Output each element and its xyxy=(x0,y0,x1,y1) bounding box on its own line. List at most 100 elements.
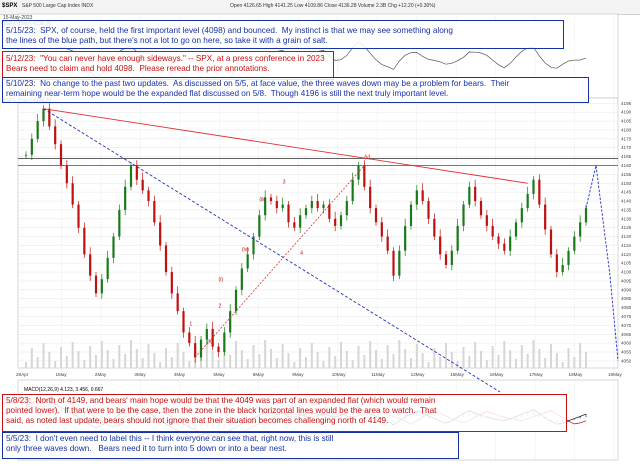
volume-bar xyxy=(275,358,278,368)
candle-body xyxy=(462,204,465,226)
volume-bar xyxy=(567,348,570,368)
volume-bar xyxy=(112,359,115,368)
y-tick-label: 4195 xyxy=(621,101,632,106)
candle-body xyxy=(409,204,413,226)
volume-bar xyxy=(30,348,33,368)
y-tick-label: 4055 xyxy=(621,350,632,355)
annotation-box-510 xyxy=(2,77,589,103)
volume-bar xyxy=(503,341,506,368)
annotation-5-12: 5/12/23: "You can never have enough side… xyxy=(6,54,325,73)
volume-bar xyxy=(118,345,121,368)
candle-body xyxy=(514,222,518,237)
x-tick-label: 11May xyxy=(371,372,385,377)
volume-bar xyxy=(89,346,92,368)
candle-body xyxy=(374,208,378,223)
x-tick-label: 17May xyxy=(529,372,543,377)
candle-body xyxy=(36,121,39,139)
candle-body xyxy=(106,257,109,280)
y-tick-label: 4125 xyxy=(621,225,632,230)
volume-bar xyxy=(176,343,179,368)
candle-body xyxy=(386,236,389,251)
volume-bar xyxy=(293,362,296,368)
volume-bar xyxy=(25,362,27,368)
candle-body xyxy=(234,289,238,312)
candle-body xyxy=(199,339,203,358)
y-tick-label: 4135 xyxy=(621,207,632,212)
volume-bar xyxy=(165,348,167,368)
candle-body xyxy=(205,328,208,340)
candle-body xyxy=(345,201,348,216)
volume-bar xyxy=(433,348,436,368)
candle-body xyxy=(304,208,308,216)
symbol-label: $SPX xyxy=(2,3,18,9)
candle-body xyxy=(334,218,337,226)
volume-bar xyxy=(153,353,156,368)
x-tick-label: 10May xyxy=(332,372,346,377)
volume-bar xyxy=(480,351,482,368)
candle-body xyxy=(509,236,512,251)
volume-bar xyxy=(392,354,395,368)
x-tick-label: 5May xyxy=(213,372,225,377)
ohlc-readout: Open 4126.65 High 4141.25 Low 4109.86 Cl… xyxy=(230,3,436,9)
annotation-box-58 xyxy=(2,394,567,432)
volume-bar xyxy=(520,345,523,368)
x-tick-label: 15May xyxy=(450,372,464,377)
volume-bar xyxy=(497,355,500,368)
volume-bar xyxy=(579,343,582,368)
volume-bar xyxy=(83,360,86,368)
volume-bar xyxy=(264,340,267,368)
volume-bar xyxy=(532,340,535,368)
volume-bar xyxy=(205,342,208,368)
candle-body xyxy=(444,254,448,265)
y-tick-label: 4145 xyxy=(621,190,632,195)
volume-bar xyxy=(48,352,51,368)
candle-body xyxy=(118,209,121,237)
candle-body xyxy=(584,208,588,223)
y-tick-label: 4095 xyxy=(621,278,632,283)
volume-bar xyxy=(585,352,587,368)
candle-body xyxy=(94,275,98,294)
candle-body xyxy=(427,201,430,219)
candle-body xyxy=(287,204,290,223)
volume-bar xyxy=(415,344,418,368)
volume-bar xyxy=(573,357,576,368)
volume-bar xyxy=(258,354,261,368)
candle-body xyxy=(421,190,424,202)
y-tick-label: 4050 xyxy=(621,358,632,363)
candle-body xyxy=(456,225,459,251)
x-tick-label: 16May xyxy=(490,372,504,377)
volume-bar xyxy=(427,362,430,368)
candle-body xyxy=(474,186,477,202)
volume-bar xyxy=(95,355,97,368)
candle-body xyxy=(328,204,331,219)
candle-body xyxy=(141,179,144,191)
volume-bar xyxy=(561,362,564,368)
volume-bar xyxy=(281,344,284,368)
candle-body xyxy=(369,186,372,209)
candle-body xyxy=(223,332,226,353)
candle-body xyxy=(188,332,191,344)
candle-body xyxy=(124,186,127,210)
x-tick-label: 2May xyxy=(95,372,107,377)
volume-bar xyxy=(322,361,325,368)
annotation-5-15: 5/15/23: SPX, of course, held the first … xyxy=(6,26,453,45)
candle-body xyxy=(549,229,553,255)
x-tick-label: 1May xyxy=(55,372,67,377)
candle-body xyxy=(258,215,261,237)
candle-body xyxy=(339,215,343,226)
y-tick-label: 4175 xyxy=(621,136,632,141)
wave-label-w4: 4 xyxy=(300,250,303,256)
wave-label-w3: 3 xyxy=(283,179,286,185)
blue-channel-line xyxy=(43,108,501,393)
candle-body xyxy=(392,250,395,276)
y-tick-label: 4060 xyxy=(621,341,632,346)
candle-body xyxy=(77,204,80,228)
y-tick-label: 4165 xyxy=(621,154,632,159)
candle-body xyxy=(30,138,33,155)
volume-bar xyxy=(386,345,389,368)
candle-body xyxy=(497,236,500,244)
candle-body xyxy=(281,204,284,209)
volume-bar xyxy=(211,351,214,368)
volume-bar xyxy=(54,361,57,368)
y-tick-label: 4105 xyxy=(621,261,632,266)
